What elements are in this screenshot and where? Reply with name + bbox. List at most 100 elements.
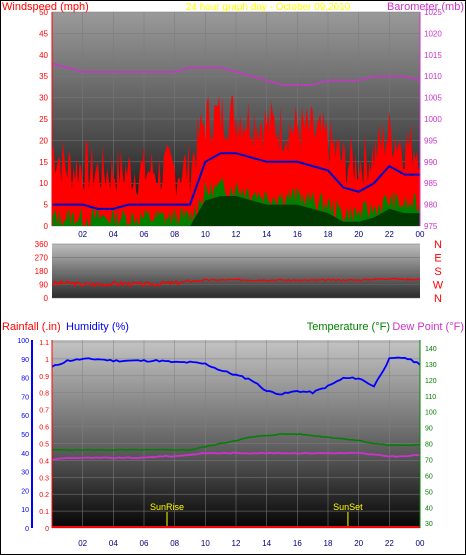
temp-tick-label: 50 <box>425 489 433 496</box>
temperature-axis-title: Temperature (°F) <box>307 321 390 333</box>
temp-tick-label: 120 <box>425 378 437 385</box>
wind-axis-title: Windspeed (mph) <box>2 1 89 13</box>
compass-label: W <box>433 280 444 292</box>
rain-tick-label: 0.6 <box>39 425 49 432</box>
humidity-line <box>51 356 421 396</box>
compass-label: N <box>434 293 442 305</box>
temp-x-tick-label: 02 <box>78 539 87 548</box>
temp-series: SunRise SunSet <box>51 356 421 528</box>
temp-axis-labels: 0 0.1 0.2 0.3 0.4 0.5 0.6 0.7 0.8 0.9 1 1.1 0 10 20 30 4… <box>17 338 436 548</box>
barometer-tick-label: 985 <box>424 179 438 188</box>
direction-tick-label: 360 <box>35 240 49 249</box>
average-wind-line <box>52 152 420 210</box>
dewpoint-axis-title: Dew Point (°F) <box>392 321 464 333</box>
wind-x-tick-label: 22 <box>385 230 394 239</box>
temp-x-tick-label: 00 <box>416 539 425 548</box>
wind-x-tick-label: 10 <box>201 230 210 239</box>
temp-x-tick-label: 22 <box>385 539 394 548</box>
temp-x-tick-label: 16 <box>293 539 302 548</box>
wind-tick-label: 0 <box>44 222 49 231</box>
wind-x-tick-label: 16 <box>293 230 302 239</box>
rain-tick-label: 0.5 <box>39 441 49 448</box>
barometer-axis-title: Barometer (mb) <box>387 1 464 13</box>
temp-x-tick-label: 18 <box>324 539 333 548</box>
wind-axis-labels: 0510152025303540455097598098599099510001… <box>39 8 442 239</box>
wind-x-tick-label: 02 <box>78 230 87 239</box>
temp-tick-label: 60 <box>425 473 433 480</box>
wind-tick-label: 30 <box>39 94 48 103</box>
wind-tick-label: 15 <box>39 158 48 167</box>
rain-tick-label: 0.3 <box>39 475 49 482</box>
sun-label: SunRise <box>150 502 184 512</box>
temp-x-tick-label: 20 <box>354 539 363 548</box>
wind-tick-label: 35 <box>39 72 48 81</box>
barometer-tick-label: 980 <box>424 201 438 210</box>
temp-tick-label: 110 <box>425 394 436 401</box>
temp-tick-label: 30 <box>425 521 433 528</box>
chart-title: 24 hour graph day - October 09,2010 <box>186 2 351 13</box>
temperature-line <box>51 432 421 452</box>
humidity-tick-label: 60 <box>21 413 29 420</box>
temp-x-tick-label: 14 <box>262 539 271 548</box>
humidity-tick-label: 80 <box>21 376 29 383</box>
sun-label: SunSet <box>333 502 363 512</box>
humidity-tick-label: 0 <box>25 526 29 533</box>
direction-line <box>51 277 421 288</box>
direction-tick-label: 90 <box>39 281 48 290</box>
calm-area <box>52 196 420 226</box>
humidity-tick-label: 90 <box>21 357 29 364</box>
barometer-tick-label: 1020 <box>424 29 442 38</box>
temp-tick-label: 100 <box>425 410 437 417</box>
humidity-tick-label: 70 <box>21 394 29 401</box>
wind-tick-label: 50 <box>39 8 48 17</box>
direction-series <box>51 277 421 288</box>
wind-tick-label: 45 <box>39 29 48 38</box>
barometer-tick-label: 975 <box>424 222 438 231</box>
direction-tick-label: 0 <box>44 294 49 303</box>
wind-x-tick-label: 18 <box>324 230 333 239</box>
rain-tick-label: 0.8 <box>39 391 49 398</box>
temp-tick-label: 140 <box>425 346 437 353</box>
wind-tick-label: 25 <box>39 115 48 124</box>
temp-tick-label: 70 <box>425 457 433 464</box>
wind-x-tick-label: 04 <box>109 230 118 239</box>
wind-x-tick-label: 14 <box>262 230 271 239</box>
barometer-tick-label: 1010 <box>424 72 442 81</box>
temp-x-tick-label: 04 <box>109 539 118 548</box>
barometer-tick-label: 1015 <box>424 51 442 60</box>
temp-tick-label: 40 <box>425 505 433 512</box>
rain-tick-label: 1 <box>45 357 49 364</box>
rainfall-axis-title: Rainfall (.in) <box>2 321 61 333</box>
direction-tick-label: 270 <box>35 254 49 263</box>
rain-tick-label: 0.9 <box>39 374 49 381</box>
rain-tick-label: 0.1 <box>39 509 49 516</box>
wind-x-tick-label: 06 <box>140 230 149 239</box>
temp-x-tick-label: 12 <box>232 539 241 548</box>
temp-tick-label: 130 <box>425 362 437 369</box>
rain-tick-label: 1.1 <box>39 340 49 347</box>
barometer-tick-label: 995 <box>424 136 438 145</box>
rain-tick-label: 0.4 <box>39 458 49 465</box>
wind-tick-label: 40 <box>39 51 48 60</box>
humidity-axis-title: Humidity (%) <box>66 321 129 333</box>
gust-area <box>52 94 420 227</box>
humidity-tick-label: 100 <box>17 338 29 345</box>
rain-tick-label: 0.7 <box>39 408 49 415</box>
direction-grid <box>52 243 420 299</box>
dewpoint-line <box>52 451 421 461</box>
temp-x-tick-label: 10 <box>201 539 210 548</box>
wind-tick-label: 10 <box>39 179 48 188</box>
barometer-tick-label: 1000 <box>424 115 442 124</box>
wind-x-tick-label: 12 <box>232 230 241 239</box>
wind-x-tick-label: 00 <box>416 230 425 239</box>
compass-label: E <box>434 253 441 265</box>
humidity-tick-label: 10 <box>21 507 29 514</box>
barometer-line <box>51 62 421 86</box>
barometer-tick-label: 1005 <box>424 94 442 103</box>
wind-tick-label: 5 <box>44 201 49 210</box>
temp-x-tick-label: 08 <box>170 539 179 548</box>
wind-series <box>51 62 421 227</box>
wind-tick-label: 20 <box>39 136 48 145</box>
